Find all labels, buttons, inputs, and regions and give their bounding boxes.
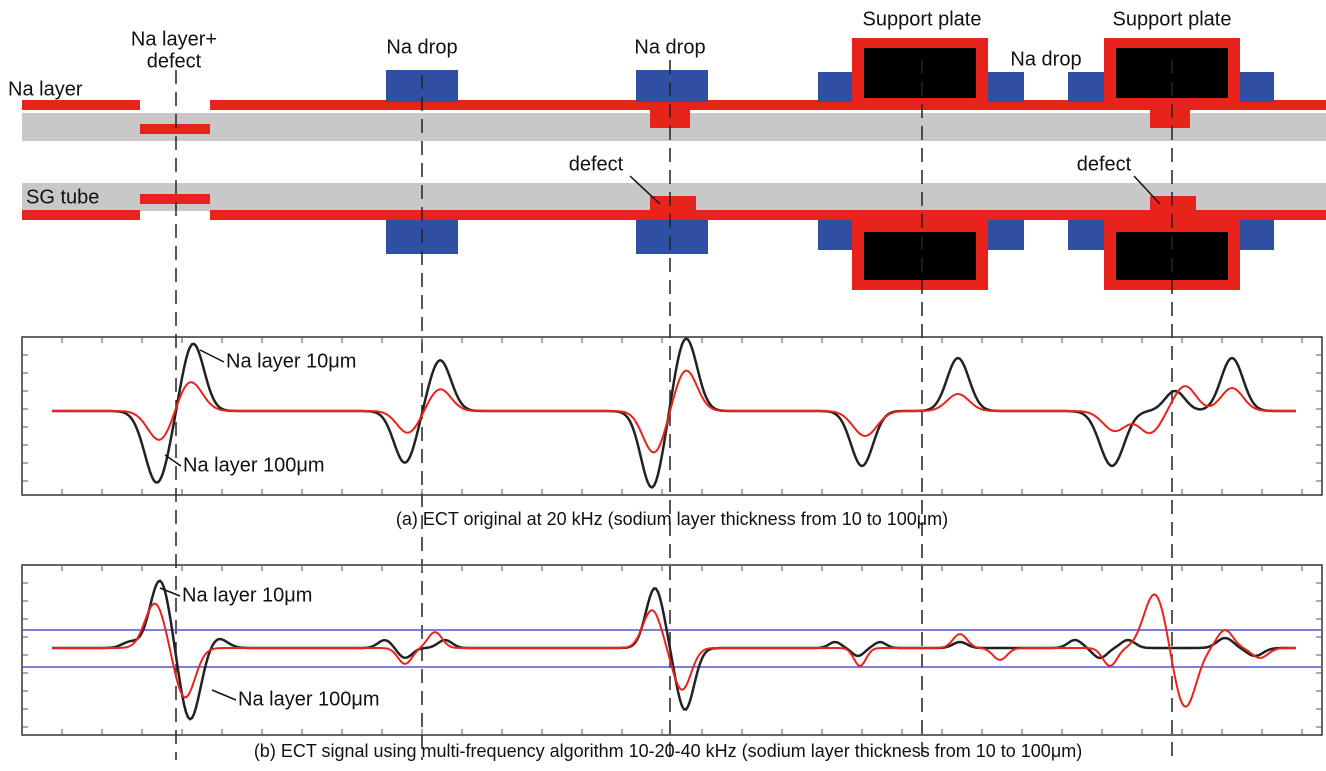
- label: defect: [569, 153, 624, 175]
- support-plates: [852, 38, 1240, 290]
- label: defect: [147, 50, 202, 72]
- label: Na drop: [1010, 48, 1081, 70]
- label: defect: [1077, 153, 1132, 175]
- caption: (b) ECT signal using multi-frequency alg…: [254, 741, 1082, 761]
- label: Na layer+: [131, 28, 217, 50]
- leader: [212, 690, 236, 700]
- label: Support plate: [1113, 8, 1232, 30]
- figure: Na layer Na layer+ defect Na drop Na dro…: [0, 0, 1326, 771]
- label: Support plate: [863, 8, 982, 30]
- curve-label: Na layer 10μm: [226, 350, 356, 372]
- label: Na drop: [634, 36, 705, 58]
- leader: [200, 350, 224, 362]
- curve-label: Na layer 100μm: [183, 454, 325, 476]
- caption: (a) ECT original at 20 kHz (sodium layer…: [396, 509, 948, 529]
- defect-mark: [1150, 196, 1196, 212]
- label: Na layer: [8, 78, 83, 100]
- defect-mark: [1150, 108, 1190, 128]
- leader: [160, 588, 180, 596]
- label: Na drop: [386, 36, 457, 58]
- curve-label: Na layer 10μm: [182, 584, 312, 606]
- defect-mark: [650, 196, 696, 212]
- label: SG tube: [26, 186, 99, 208]
- curve-label: Na layer 100μm: [238, 688, 380, 710]
